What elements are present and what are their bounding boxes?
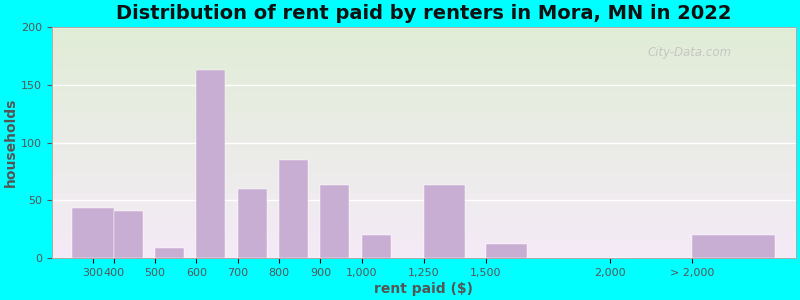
Bar bbox=[362, 235, 390, 258]
Bar bbox=[693, 235, 775, 258]
Title: Distribution of rent paid by renters in Mora, MN in 2022: Distribution of rent paid by renters in … bbox=[116, 4, 731, 23]
X-axis label: rent paid ($): rent paid ($) bbox=[374, 282, 474, 296]
Text: City-Data.com: City-Data.com bbox=[647, 46, 731, 59]
Bar bbox=[197, 70, 226, 258]
Bar bbox=[73, 208, 114, 258]
Bar bbox=[424, 185, 465, 258]
Y-axis label: households: households bbox=[4, 98, 18, 188]
Bar bbox=[114, 211, 142, 258]
Bar bbox=[155, 248, 184, 258]
Bar bbox=[486, 244, 527, 258]
Bar bbox=[238, 189, 266, 258]
Bar bbox=[279, 160, 308, 258]
Bar bbox=[321, 185, 350, 258]
